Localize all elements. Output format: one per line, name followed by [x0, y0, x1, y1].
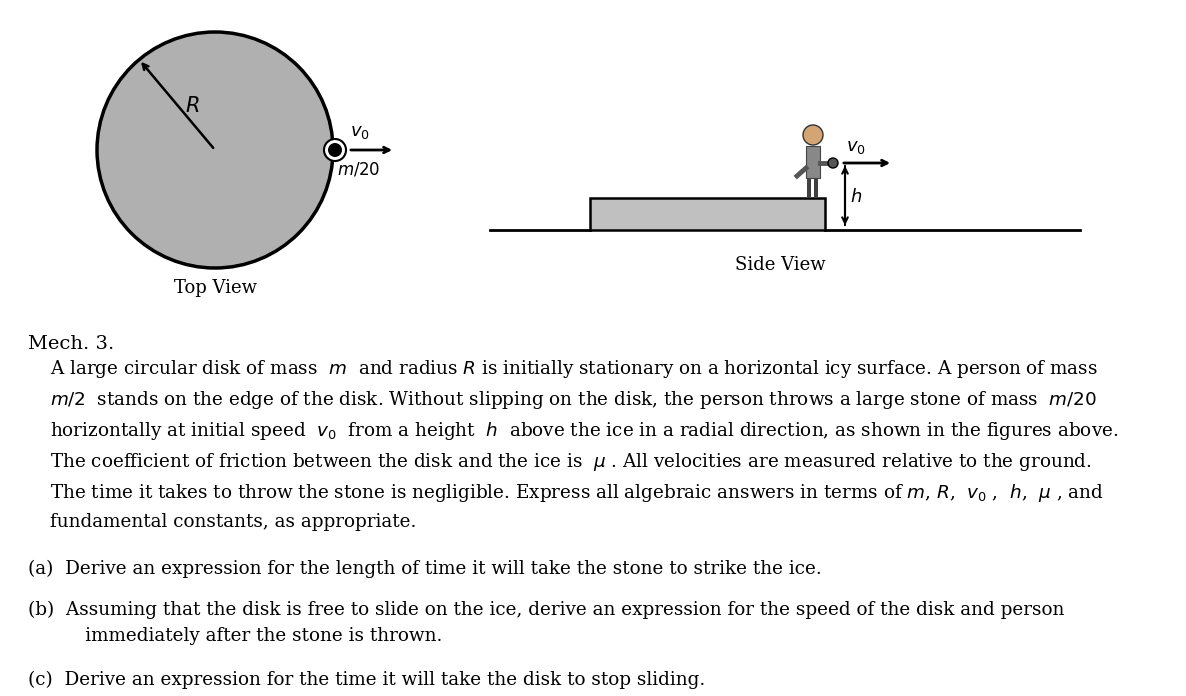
Circle shape: [329, 143, 342, 157]
Text: $v_0$: $v_0$: [350, 123, 370, 141]
Text: Top View: Top View: [173, 279, 256, 297]
Circle shape: [97, 32, 333, 268]
Text: $h$: $h$: [850, 187, 862, 205]
Bar: [814, 178, 818, 198]
Circle shape: [828, 158, 839, 168]
Text: Mech. 3.: Mech. 3.: [28, 335, 114, 353]
Text: A large circular disk of mass  $m$  and radius $R$ is initially stationary on a : A large circular disk of mass $m$ and ra…: [50, 358, 1098, 380]
Text: $v_0$: $v_0$: [846, 138, 866, 156]
Text: $m/20$: $m/20$: [337, 160, 381, 178]
Text: horizontally at initial speed  $v_0$  from a height  $h$  above the ice in a rad: horizontally at initial speed $v_0$ from…: [50, 420, 1118, 442]
Bar: [589, 198, 825, 230]
Text: The time it takes to throw the stone is negligible. Express all algebraic answer: The time it takes to throw the stone is …: [50, 482, 1104, 504]
Text: fundamental constants, as appropriate.: fundamental constants, as appropriate.: [50, 513, 416, 531]
Text: Side View: Side View: [734, 256, 825, 274]
Text: (c)  Derive an expression for the time it will take the disk to stop sliding.: (c) Derive an expression for the time it…: [28, 671, 706, 689]
Circle shape: [324, 139, 346, 161]
Text: $m/2$  stands on the edge of the disk. Without slipping on the disk, the person : $m/2$ stands on the edge of the disk. Wi…: [50, 389, 1097, 411]
Text: The coefficient of friction between the disk and the ice is  $\mu$ . All velocit: The coefficient of friction between the …: [50, 451, 1092, 473]
Text: immediately after the stone is thrown.: immediately after the stone is thrown.: [50, 627, 442, 645]
Text: $R$: $R$: [185, 96, 199, 116]
Text: (b)  Assuming that the disk is free to slide on the ice, derive an expression fo: (b) Assuming that the disk is free to sl…: [28, 601, 1064, 619]
Bar: [806, 178, 811, 198]
Text: (a)  Derive an expression for the length of time it will take the stone to strik: (a) Derive an expression for the length …: [28, 560, 822, 578]
Bar: [806, 146, 820, 178]
Circle shape: [803, 125, 823, 145]
